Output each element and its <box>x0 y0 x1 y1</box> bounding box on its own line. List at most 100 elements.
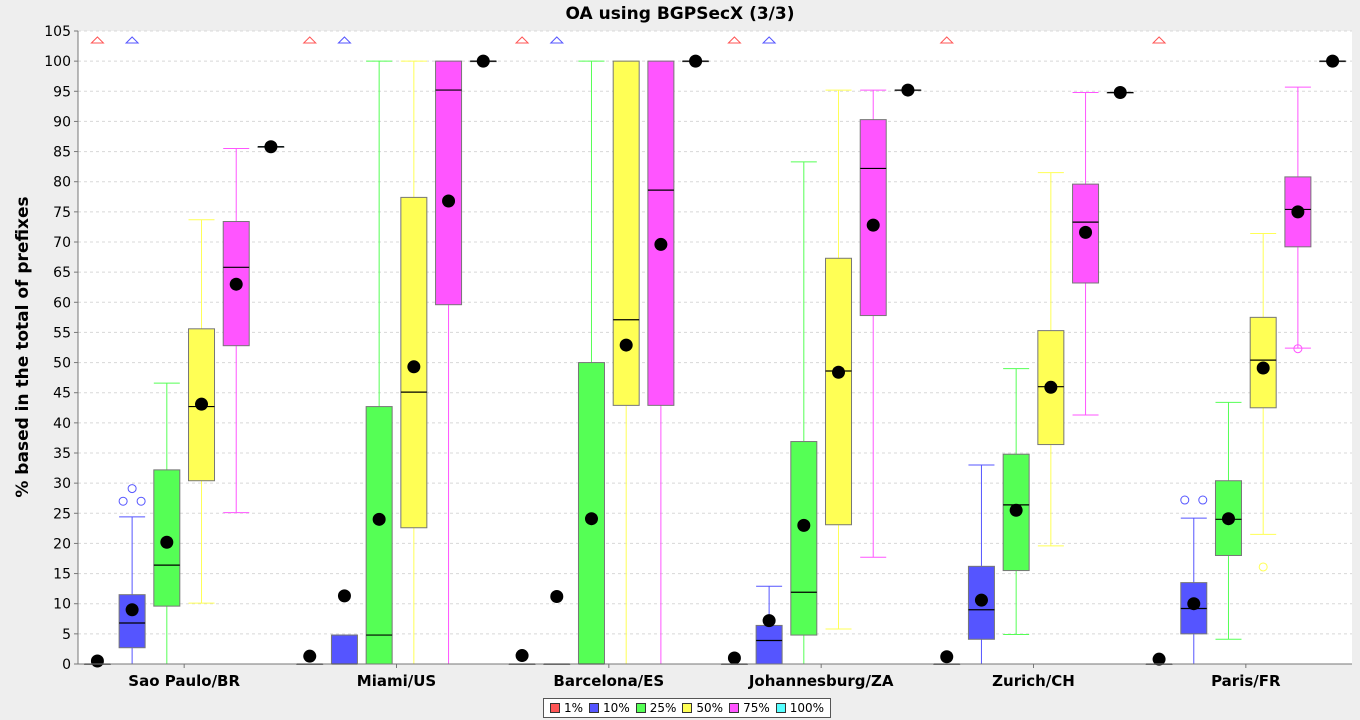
mean-point <box>974 593 988 607</box>
mean-point <box>1113 85 1127 99</box>
far-out-marker <box>90 36 105 44</box>
mean-point <box>407 360 421 374</box>
iqr-box <box>330 634 358 665</box>
legend-label: 1% <box>564 701 584 715</box>
box-75% <box>435 60 463 665</box>
outlier-point <box>1198 495 1208 505</box>
y-tick-label: 40 <box>53 416 71 432</box>
box-50% <box>1037 172 1065 547</box>
y-tick-label: 75 <box>53 205 71 221</box>
outlier-point <box>1180 495 1190 505</box>
y-axis-label: % based in the total of prefixes <box>13 196 33 497</box>
y-tick-label: 45 <box>53 386 71 402</box>
mean-point <box>619 338 633 352</box>
mean-point <box>195 397 209 411</box>
outlier-point <box>1293 344 1303 354</box>
legend-item: 10% <box>589 701 630 715</box>
box-75% <box>1072 91 1100 416</box>
mean-point <box>303 649 317 663</box>
mean-point <box>515 649 529 663</box>
mean-point <box>689 54 703 68</box>
mean-point <box>901 83 915 97</box>
legend-label: 50% <box>696 701 724 715</box>
iqr-box <box>790 441 818 636</box>
y-tick-label: 25 <box>53 506 71 522</box>
y-tick-label: 90 <box>53 114 71 130</box>
box-25% <box>790 161 818 665</box>
x-tick-label: Miami/US <box>357 672 436 690</box>
far-out-marker <box>337 36 352 44</box>
box-50% <box>400 60 428 665</box>
y-tick-label: 20 <box>53 536 71 552</box>
legend-label: 25% <box>649 701 677 715</box>
mean-point <box>1044 380 1058 394</box>
x-tick-label: Paris/FR <box>1211 672 1281 690</box>
mean-point <box>264 140 278 154</box>
box-10% <box>330 36 358 665</box>
mean-point <box>654 237 668 251</box>
legend-item: 100% <box>775 701 825 715</box>
box-100% <box>1319 54 1347 68</box>
box-100% <box>469 54 497 68</box>
box-25% <box>1002 368 1030 635</box>
far-out-marker <box>939 36 954 44</box>
y-tick-label: 35 <box>53 446 71 462</box>
mean-point <box>550 589 564 603</box>
legend-swatch <box>775 703 786 713</box>
legend-swatch <box>550 703 560 713</box>
y-tick-label: 10 <box>53 597 71 613</box>
mean-point <box>1291 205 1305 219</box>
y-tick-label: 60 <box>53 295 71 311</box>
box-100% <box>257 140 285 154</box>
mean-point <box>940 650 954 664</box>
far-out-marker <box>549 36 564 44</box>
y-tick-label: 100 <box>44 54 71 70</box>
mean-point <box>1187 597 1201 611</box>
iqr-box <box>825 257 853 526</box>
mean-point <box>866 218 880 232</box>
grid-lines <box>78 30 1352 635</box>
mean-point <box>372 512 386 526</box>
far-out-marker <box>514 36 530 44</box>
box-100% <box>894 83 922 97</box>
box-75% <box>647 60 675 665</box>
iqr-box <box>755 624 783 665</box>
mean-point <box>727 651 741 665</box>
legend-label: 75% <box>743 701 770 715</box>
far-out-marker <box>1151 36 1167 44</box>
iqr-box <box>647 60 675 406</box>
outlier-point <box>1258 562 1268 572</box>
iqr-box <box>118 594 146 649</box>
y-tick-label: 70 <box>53 235 71 251</box>
box-50% <box>1249 233 1277 572</box>
y-tick-label: 85 <box>53 145 71 161</box>
mean-point <box>125 603 139 617</box>
y-tick-label: 50 <box>53 356 71 372</box>
far-out-marker <box>124 36 140 44</box>
box-75% <box>859 89 887 558</box>
chart-legend: 1% 10% 25% 50% 75% 100% <box>543 698 832 718</box>
iqr-box <box>859 119 887 317</box>
box-75% <box>222 148 250 514</box>
legend-item: 1% <box>550 701 583 715</box>
y-tick-label: 80 <box>53 175 71 191</box>
chart-title: OA using BGPSecX (3/3) <box>566 4 795 24</box>
mean-point <box>160 535 174 549</box>
y-tick-label: 0 <box>62 657 71 673</box>
box-100% <box>1106 85 1134 99</box>
mean-point <box>1079 225 1093 239</box>
far-out-marker <box>727 36 742 44</box>
y-tick-label: 55 <box>53 325 71 341</box>
legend-label: 100% <box>789 701 825 715</box>
legend-swatch <box>729 703 740 713</box>
outlier-point <box>127 484 137 494</box>
far-out-marker <box>761 36 777 44</box>
mean-point <box>442 194 456 208</box>
mean-point <box>229 277 243 291</box>
outlier-point <box>118 496 128 506</box>
y-tick-label: 105 <box>44 24 71 40</box>
x-tick-label: Zurich/CH <box>992 672 1075 690</box>
y-tick-label: 5 <box>62 627 71 643</box>
mean-point <box>1326 54 1340 68</box>
